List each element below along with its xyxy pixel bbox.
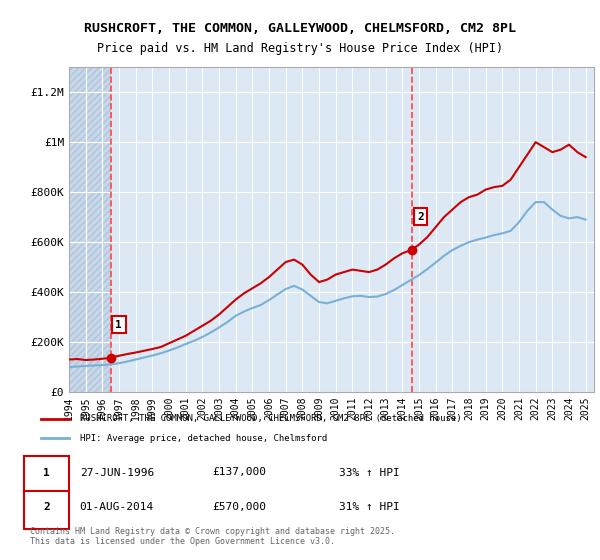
Text: 27-JUN-1996: 27-JUN-1996 (80, 468, 154, 478)
Text: 2: 2 (43, 502, 50, 512)
Text: HPI: Average price, detached house, Chelmsford: HPI: Average price, detached house, Chel… (80, 434, 327, 443)
Text: RUSHCROFT, THE COMMON, GALLEYWOOD, CHELMSFORD, CM2 8PL: RUSHCROFT, THE COMMON, GALLEYWOOD, CHELM… (84, 22, 516, 35)
Text: 1: 1 (115, 320, 122, 330)
Text: Contains HM Land Registry data © Crown copyright and database right 2025.
This d: Contains HM Land Registry data © Crown c… (30, 526, 395, 546)
Text: Price paid vs. HM Land Registry's House Price Index (HPI): Price paid vs. HM Land Registry's House … (97, 42, 503, 55)
Text: 33% ↑ HPI: 33% ↑ HPI (339, 468, 400, 478)
Text: £570,000: £570,000 (212, 502, 266, 512)
FancyBboxPatch shape (25, 456, 68, 494)
FancyBboxPatch shape (25, 491, 68, 529)
Text: 31% ↑ HPI: 31% ↑ HPI (339, 502, 400, 512)
Text: 01-AUG-2014: 01-AUG-2014 (80, 502, 154, 512)
Text: 1: 1 (43, 468, 50, 478)
Text: RUSHCROFT, THE COMMON, GALLEYWOOD, CHELMSFORD, CM2 8PL (detached house): RUSHCROFT, THE COMMON, GALLEYWOOD, CHELM… (80, 414, 461, 423)
Text: £137,000: £137,000 (212, 468, 266, 478)
Text: 2: 2 (417, 212, 424, 222)
Bar (69, 67, 110, 392)
